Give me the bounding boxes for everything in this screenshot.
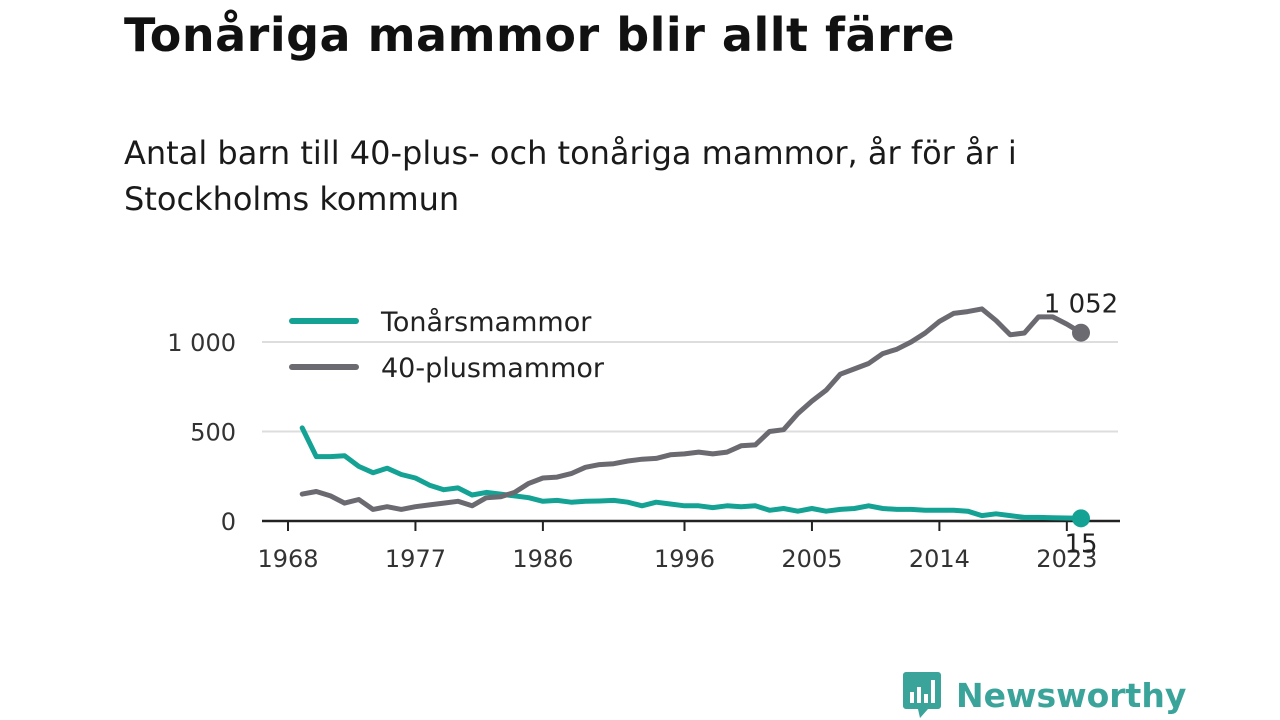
x-axis bbox=[262, 519, 1120, 531]
logo-text: Newsworthy bbox=[956, 675, 1187, 715]
x-tick-label-2005: 2005 bbox=[781, 545, 842, 573]
series-end-point-1 bbox=[1072, 323, 1090, 342]
y-axis: 0 500 1 000 bbox=[167, 329, 236, 536]
x-tick-labels: 1968 1977 1986 1996 2005 2014 2023 bbox=[257, 545, 1097, 573]
series-lines bbox=[299, 306, 1084, 521]
legend-label-1: 40-plusmammor bbox=[381, 353, 605, 384]
gridlines bbox=[262, 341, 1118, 433]
series-line-0 bbox=[299, 425, 1084, 521]
series-line-1 bbox=[299, 306, 1084, 512]
x-tick-label-1968: 1968 bbox=[257, 545, 318, 573]
x-tick-label-2023: 2023 bbox=[1036, 545, 1097, 573]
end-labels: 15 1 052 bbox=[1044, 290, 1118, 560]
y-tick-label-500: 500 bbox=[190, 419, 236, 447]
x-tick-label-1977: 1977 bbox=[385, 545, 446, 573]
series-end-label-1: 1 052 bbox=[1044, 290, 1118, 320]
chart-subtitle: Antal barn till 40-plus- och tonåriga ma… bbox=[124, 134, 1017, 218]
bar-chart-icon bbox=[903, 672, 941, 718]
legend: Tonårsmammor 40-plusmammor bbox=[289, 307, 605, 384]
y-tick-label-1000: 1 000 bbox=[167, 329, 236, 357]
x-tick-label-1996: 1996 bbox=[654, 545, 715, 573]
chart-title: Tonåriga mammor blir allt färre bbox=[124, 8, 956, 62]
x-tick-label-1986: 1986 bbox=[512, 545, 573, 573]
y-tick-label-0: 0 bbox=[221, 508, 236, 536]
legend-label-0: Tonårsmammor bbox=[380, 307, 592, 338]
series-end-point-0 bbox=[1072, 509, 1090, 528]
line-chart: 0 500 1 000 1968 1977 1986 1996 2005 2014 2023 T… bbox=[167, 290, 1120, 573]
x-tick-label-2014: 2014 bbox=[909, 545, 970, 573]
series-end-label-0: 15 bbox=[1064, 529, 1097, 559]
newsworthy-logo: Newsworthy bbox=[902, 670, 1186, 720]
